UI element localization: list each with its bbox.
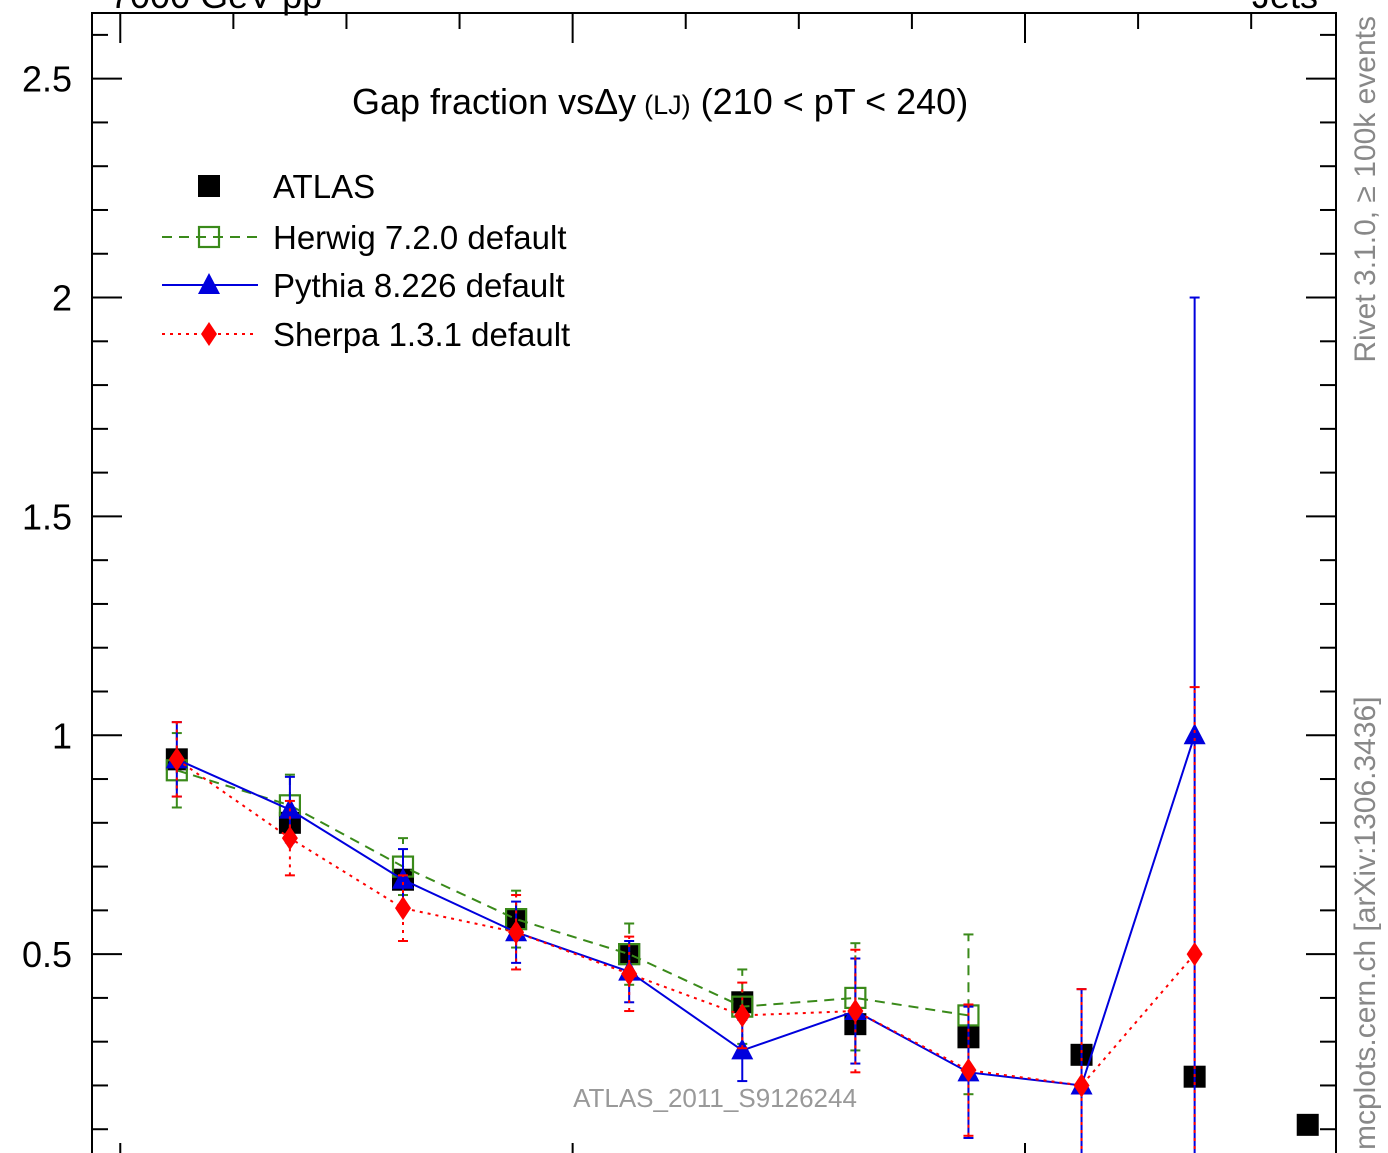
legend-marker bbox=[201, 322, 217, 346]
chart-title-lj: (LJ) bbox=[644, 90, 691, 120]
mcplots-reference-label: mcplots.cern.ch [arXiv:1306.3436] bbox=[1349, 696, 1382, 1150]
y-tick-label: 1 bbox=[52, 715, 72, 756]
series-sherpa-1-3-1-default bbox=[168, 686, 1203, 1153]
y-tick-label: 1.5 bbox=[22, 496, 72, 537]
data-point bbox=[168, 747, 185, 772]
y-tick-labels: 00.511.522.5 bbox=[22, 59, 72, 975]
data-point bbox=[1073, 1073, 1090, 1098]
data-point bbox=[621, 961, 638, 986]
legend-marker bbox=[197, 225, 221, 249]
data-point bbox=[278, 797, 301, 819]
legend: ATLAS Herwig 7.2.0 default Pythia 8.226 de… bbox=[162, 168, 570, 353]
rivet-version-label: Rivet 3.1.0, ≥ 100k events bbox=[1349, 16, 1382, 363]
legend-label: Sherpa 1.3.1 default bbox=[273, 316, 570, 353]
data-point bbox=[1183, 723, 1206, 745]
y-tick-label: 2.5 bbox=[22, 59, 72, 100]
legend-marker bbox=[198, 273, 220, 294]
series-layer bbox=[165, 296, 1319, 1153]
chart-title-main: Gap fraction vs bbox=[352, 81, 594, 122]
chart-title: Gap fraction vsΔy (LJ) (210 < pT < 240) bbox=[352, 81, 968, 122]
y-tick-label: 0.5 bbox=[22, 934, 72, 975]
analysis-watermark: ATLAS_2011_S9126244 bbox=[573, 1083, 857, 1113]
chart-title-range: (210 < pT < 240) bbox=[701, 81, 969, 122]
legend-entry: ATLAS bbox=[198, 168, 375, 205]
legend-entry: Sherpa 1.3.1 default bbox=[162, 316, 570, 353]
plot-frame bbox=[91, 12, 1337, 1153]
data-point bbox=[508, 920, 525, 945]
data-point bbox=[395, 896, 411, 921]
data-point bbox=[281, 826, 298, 851]
axis-ticks bbox=[92, 13, 1336, 1153]
y-tick-label: 2 bbox=[52, 278, 72, 319]
data-point bbox=[734, 1003, 751, 1028]
legend-label: Herwig 7.2.0 default bbox=[273, 219, 567, 256]
legend-entry: Pythia 8.226 default bbox=[162, 267, 565, 304]
series-pythia-8-226-default bbox=[165, 296, 1206, 1153]
legend-label: ATLAS bbox=[273, 168, 375, 205]
series-line bbox=[176, 758, 1196, 1087]
series-line bbox=[176, 734, 1196, 1087]
data-point bbox=[392, 867, 414, 889]
legend-label: Pythia 8.226 default bbox=[273, 267, 565, 304]
data-point bbox=[847, 999, 864, 1024]
chart-title-delta: Δy bbox=[594, 81, 636, 122]
legend-entry: Herwig 7.2.0 default bbox=[162, 219, 567, 256]
data-point bbox=[960, 1058, 977, 1083]
data-point bbox=[1186, 942, 1203, 967]
data-point bbox=[1296, 1113, 1319, 1136]
series-line bbox=[176, 769, 969, 1017]
series-herwig-7-2-0-default bbox=[165, 732, 980, 1096]
legend-marker bbox=[198, 175, 220, 197]
